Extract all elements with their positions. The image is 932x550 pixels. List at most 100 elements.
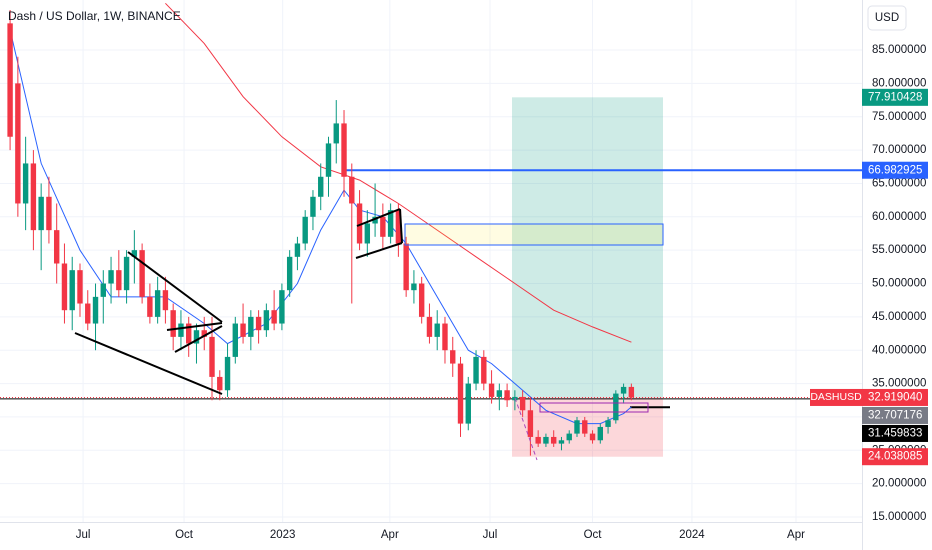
candle-body [356,203,363,244]
price-label-box [862,161,928,179]
candle-body [620,386,627,394]
price-label: 31.459833 [868,427,922,439]
target-zone [512,97,663,398]
candle-body [147,296,153,317]
candle-body [628,386,635,398]
candle-body [100,283,106,297]
candle-body [22,163,29,204]
y-tick-label: 80.000000 [872,77,926,89]
trend-line [127,251,223,323]
y-tick-label: 70.000000 [872,144,926,156]
candle-body [232,323,239,357]
price-label: 24.038085 [868,451,922,463]
candle-body [519,396,526,411]
x-tick-label: Apr [787,529,805,541]
candle-body [387,210,394,237]
candle-body [30,163,37,231]
candle-body [201,330,207,337]
candle-body [450,350,456,364]
x-tick-label: Oct [584,529,603,541]
candle-body [481,356,487,384]
candle-body [418,283,425,317]
candle-body [248,316,254,337]
candle-body [131,250,138,257]
trend-line [174,325,223,353]
dashed-line [514,397,538,461]
x-tick-label: Jul [483,529,498,541]
y-tick-label: 15.000000 [872,511,926,523]
trend-line [166,322,223,331]
candle-body [558,440,565,444]
candle-body [170,310,176,337]
candle-body [193,330,200,344]
candle-body [92,296,99,324]
candle-body [325,143,332,177]
candle-body [310,196,316,217]
price-label: 66.982925 [868,164,922,176]
zone-box [539,402,649,413]
candle-body [589,433,596,441]
price-label-box [862,406,928,424]
x-tick-label: Jul [76,529,91,541]
candle-body [61,263,68,311]
candle-body [457,363,464,424]
candle-body [504,390,510,401]
candle-body [411,283,417,291]
candle-body [364,223,371,244]
candle-body [349,176,355,204]
candle-body [279,290,285,324]
y-tick-label: 35.000000 [872,378,926,390]
candle-body [566,433,572,441]
candle-body [224,356,231,391]
candle-body [380,216,386,237]
candle-body [582,420,588,434]
candle-body [15,83,21,204]
candle-body [77,270,83,304]
y-tick-label: 20.000000 [872,478,926,490]
candle-body [154,290,161,317]
candle-body [53,230,60,264]
candle-body [139,250,145,297]
candle-body [395,210,402,244]
y-tick-label: 65.000000 [872,177,926,189]
y-tick-label: 55.000000 [872,244,926,256]
candle-body [403,243,409,291]
user-drawings [74,208,664,461]
currency-button[interactable] [867,5,907,31]
candle-body [69,270,75,311]
candle-body [123,256,130,291]
candle-body [473,356,479,384]
candle-body [318,176,324,197]
price-label: 32.919040 [868,391,922,403]
candle-body [178,323,184,337]
candle-body [294,243,301,257]
candle-body [255,316,262,331]
candle-body [426,316,433,337]
candle-body [543,436,549,444]
candle-body [263,310,270,331]
price-label-box [862,388,928,406]
y-tick-label: 40.000000 [872,344,926,356]
candle-body [372,216,378,224]
y-tick-label: 50.000000 [872,278,926,290]
price-label-box [862,88,928,106]
chart-title: Dash / US Dollar, 1W, BINANCE [8,9,181,23]
candle-body [209,336,215,377]
x-tick-label: Apr [381,529,399,541]
candle-body [162,290,169,311]
x-tick-label: Oct [175,529,194,541]
currency[interactable]: USD [875,12,899,24]
drawings [0,0,862,522]
candle-body [613,393,619,421]
axis-labels: 15.00000020.00000025.00000030.00000035.0… [76,44,928,541]
candle-body [488,383,495,397]
candle-body [286,256,293,291]
trend-line [356,208,401,227]
price-label-box [862,424,928,442]
candle-body [550,436,557,444]
candle-body [240,323,246,337]
y-tick-label: 75.000000 [872,111,926,123]
x-tick-label: 2024 [679,529,705,541]
candle-body [496,390,503,397]
